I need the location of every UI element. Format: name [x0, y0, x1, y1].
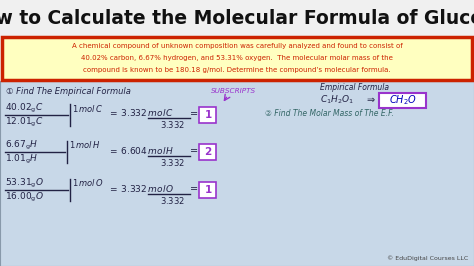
Text: $=\,3.332\,mol\,C$: $=\,3.332\,mol\,C$ — [108, 106, 174, 118]
Text: $16.00_{\mathregular{g}}O$: $16.00_{\mathregular{g}}O$ — [5, 190, 44, 203]
Text: =: = — [190, 184, 198, 194]
FancyBboxPatch shape — [200, 143, 217, 160]
Text: $40.02_{\mathregular{g}}C$: $40.02_{\mathregular{g}}C$ — [5, 101, 43, 115]
Text: =: = — [190, 109, 198, 119]
Text: $C_1H_2O_1$: $C_1H_2O_1$ — [320, 94, 354, 106]
Text: $53.31_{\mathregular{g}}O$: $53.31_{\mathregular{g}}O$ — [5, 176, 44, 190]
Text: $3.332$: $3.332$ — [160, 156, 185, 168]
Text: compound is known to be 180.18 g/mol. Determine the compound’s molecular formula: compound is known to be 180.18 g/mol. De… — [83, 67, 391, 73]
Text: $1\,mol\,O$: $1\,mol\,O$ — [72, 177, 104, 189]
Text: $6.67_{\mathregular{g}}H$: $6.67_{\mathregular{g}}H$ — [5, 138, 38, 152]
Text: ② Find The Molar Mass of The E.F.: ② Find The Molar Mass of The E.F. — [265, 110, 394, 118]
Text: =: = — [190, 146, 198, 156]
Text: © EduDigital Courses LLC: © EduDigital Courses LLC — [387, 255, 468, 261]
FancyBboxPatch shape — [380, 93, 427, 107]
Text: $1\,mol\,C$: $1\,mol\,C$ — [72, 102, 103, 114]
Bar — [0, 0, 474, 36]
FancyBboxPatch shape — [200, 181, 217, 197]
FancyBboxPatch shape — [200, 106, 217, 123]
Text: ① Find The Empirical Formula: ① Find The Empirical Formula — [6, 86, 131, 95]
Text: $3.332$: $3.332$ — [160, 118, 185, 130]
Text: A chemical compound of unknown composition was carefully analyzed and found to c: A chemical compound of unknown compositi… — [72, 43, 402, 49]
Text: $\Rightarrow$: $\Rightarrow$ — [365, 95, 376, 105]
Text: 1: 1 — [204, 110, 211, 120]
Text: $1\,mol\,H$: $1\,mol\,H$ — [69, 139, 101, 151]
Text: Empirical Formula: Empirical Formula — [320, 84, 390, 93]
Text: $12.01_{\mathregular{g}}C$: $12.01_{\mathregular{g}}C$ — [5, 115, 43, 128]
Text: $3.332$: $3.332$ — [160, 194, 185, 206]
Text: $CH_2O$: $CH_2O$ — [389, 93, 417, 107]
Text: $=\,3.332\,mol\,O$: $=\,3.332\,mol\,O$ — [108, 182, 175, 193]
Text: 1: 1 — [204, 185, 211, 195]
Bar — [0, 81, 474, 266]
Text: 40.02% carbon, 6.67% hydrogen, and 53.31% oxygen.  The molecular molar mass of t: 40.02% carbon, 6.67% hydrogen, and 53.31… — [81, 55, 393, 61]
Text: $1.01_{\mathregular{g}}H$: $1.01_{\mathregular{g}}H$ — [5, 152, 38, 165]
Text: How to Calculate the Molecular Formula of Glucose: How to Calculate the Molecular Formula o… — [0, 9, 474, 27]
Text: $=\,6.604\,mol\,H$: $=\,6.604\,mol\,H$ — [108, 144, 174, 156]
Text: SUBSCRIPTS: SUBSCRIPTS — [211, 88, 256, 94]
Text: 2: 2 — [204, 147, 211, 157]
Bar — [2, 37, 472, 80]
